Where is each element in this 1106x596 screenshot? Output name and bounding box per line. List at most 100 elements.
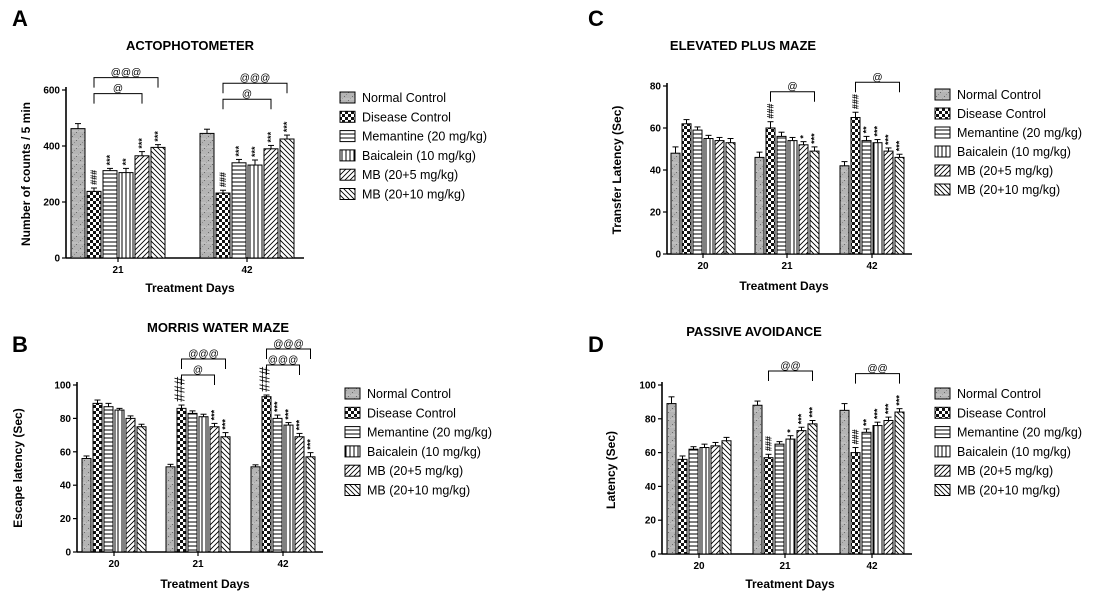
comparison-bracket [93, 93, 143, 104]
y-axis-label: Number of counts / 5 min [19, 102, 33, 246]
y-tick-label: 20 [650, 208, 662, 219]
bar [279, 138, 295, 259]
y-tick-label: 80 [60, 414, 72, 425]
bar [102, 170, 118, 259]
bar [187, 412, 198, 553]
panel-letter: A [12, 6, 28, 31]
legend-swatch [934, 183, 951, 196]
chart-panel-a: A ACTOPHOTOMETER 0 200 400 600 Number of count… [12, 6, 487, 295]
annotation-star: *** [221, 419, 231, 430]
bar [710, 445, 721, 555]
bar [114, 409, 125, 553]
bar [872, 425, 883, 555]
y-tick-label: 60 [650, 124, 662, 135]
comparison-bracket [222, 82, 288, 94]
bar [263, 148, 279, 259]
bar [692, 129, 703, 255]
annotation-hash: ### [218, 172, 228, 187]
legend-label: Normal Control [367, 387, 451, 401]
bracket-label: @@@ [111, 68, 141, 79]
bar [247, 164, 263, 259]
comparison-bracket [855, 373, 900, 384]
bracket-label: @@@ [268, 355, 298, 366]
bar [752, 404, 763, 555]
annotation-star: * [799, 135, 809, 139]
bar [785, 438, 796, 555]
annotation-star: *** [105, 154, 115, 165]
legend-label: MB (20+5 mg/kg) [957, 164, 1053, 178]
legend-label: Disease Control [362, 110, 451, 124]
y-tick-label: 20 [60, 514, 72, 525]
annotation-hash: ### [766, 104, 776, 119]
bracket-label: @ [872, 72, 882, 83]
legend-swatch [934, 387, 951, 400]
comparison-bracket [266, 348, 311, 360]
legend-label: Baicalein (10 mg/kg) [367, 445, 481, 459]
legend-swatch [934, 406, 951, 419]
x-tick-label: 21 [779, 561, 791, 572]
annotation-star: *** [873, 126, 883, 137]
bracket-label: @@ [780, 361, 800, 372]
legend-swatch [934, 145, 951, 158]
legend-label: Normal Control [957, 387, 1041, 401]
annotation-star: *** [884, 134, 894, 145]
bar [215, 192, 231, 259]
legend-label: Memantine (20 mg/kg) [957, 126, 1082, 140]
legend-label: Disease Control [367, 406, 456, 420]
legend-swatch [344, 484, 361, 496]
annotation-star: *** [295, 419, 305, 430]
comparison-bracket [770, 91, 815, 102]
legend-label: Disease Control [957, 406, 1046, 420]
legend-label: Baicalein (10 mg/kg) [957, 145, 1071, 159]
annotation-star: ** [862, 418, 872, 426]
bar [272, 417, 283, 553]
legend-swatch [344, 426, 361, 439]
y-tick-label: 400 [43, 142, 60, 153]
bar [209, 426, 220, 553]
legend-swatch [934, 107, 951, 120]
x-tick-label: 20 [697, 261, 709, 272]
bar [699, 447, 710, 555]
bracket-label: @@@ [240, 73, 270, 84]
y-tick-label: 600 [43, 86, 60, 97]
bar [81, 457, 92, 553]
bar [894, 156, 905, 255]
legend-swatch [934, 464, 951, 477]
x-axis-label: Treatment Days [739, 279, 829, 293]
annotation-hash: ### [851, 94, 861, 109]
bar [165, 466, 176, 553]
bar [125, 417, 136, 553]
annotation-star: *** [273, 401, 283, 412]
chart-title: ACTOPHOTOMETER [126, 38, 255, 53]
bar [86, 190, 102, 259]
y-tick-label: 60 [60, 447, 72, 458]
annotation-star: *** [895, 140, 905, 151]
legend-label: Normal Control [957, 88, 1041, 102]
bar [883, 150, 894, 255]
bar [721, 440, 732, 555]
annotation-star: * [786, 429, 796, 433]
x-tick-label: 20 [693, 561, 705, 572]
y-tick-label: 40 [650, 166, 662, 177]
legend-label: MB (20+5 mg/kg) [362, 168, 458, 182]
x-axis-label: Treatment Days [145, 281, 235, 295]
bar [714, 140, 725, 255]
x-tick-label: 42 [866, 261, 878, 272]
bar [883, 419, 894, 555]
bar [850, 452, 861, 555]
bar [754, 156, 765, 255]
legend-label: MB (20+10 mg/kg) [367, 484, 470, 498]
annotation-star: *** [153, 131, 163, 142]
y-tick-label: 0 [655, 250, 661, 261]
annotation-star: *** [210, 409, 220, 420]
annotation-star: *** [810, 133, 820, 144]
bar [796, 430, 807, 555]
bar [839, 409, 850, 555]
chart-title: MORRIS WATER MAZE [147, 320, 289, 335]
bar [250, 466, 261, 553]
bar [861, 431, 872, 555]
y-axis-label: Transfer Latency (Sec) [610, 106, 624, 235]
x-tick-label: 42 [241, 265, 253, 276]
x-tick-label: 20 [108, 559, 120, 570]
